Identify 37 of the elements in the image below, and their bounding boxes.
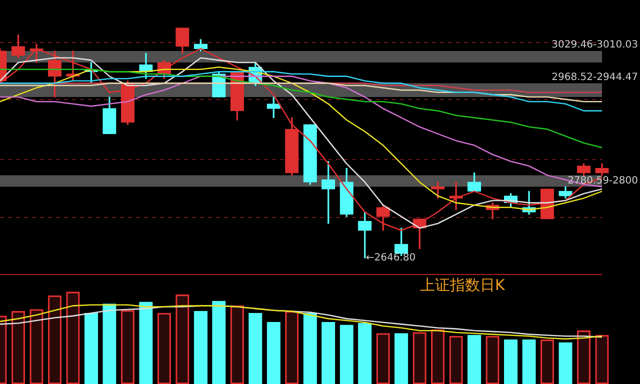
- bar: [340, 324, 354, 384]
- bar: [120, 310, 135, 384]
- bar: [394, 333, 408, 384]
- bar: [504, 340, 518, 384]
- bar: [102, 304, 116, 384]
- bar: [449, 336, 463, 384]
- bar: [230, 305, 244, 384]
- bar: [194, 310, 208, 384]
- bar: [285, 310, 299, 384]
- bar: [212, 300, 226, 384]
- bar: [376, 333, 390, 384]
- bar: [48, 295, 62, 384]
- bar: [248, 312, 262, 384]
- bar: [486, 336, 500, 384]
- bar: [139, 302, 153, 384]
- annotation: ←2646.80: [366, 252, 416, 264]
- band-label: 2968.52-2944.47: [552, 72, 638, 83]
- bar: [358, 322, 372, 384]
- band-label: 3029.46-3010.03: [552, 40, 638, 51]
- bar: [266, 322, 280, 384]
- bar: [176, 294, 190, 384]
- bar: [540, 340, 554, 384]
- chart-title: 上证指数日K: [420, 276, 505, 294]
- bar: [595, 334, 609, 384]
- bar: [66, 292, 80, 384]
- bar: [558, 342, 572, 384]
- bar: [303, 312, 317, 384]
- bar: [157, 312, 172, 384]
- bar: [576, 330, 591, 384]
- bar: [30, 309, 44, 384]
- bar: [412, 332, 426, 384]
- bar: [430, 329, 445, 384]
- bar: [84, 312, 98, 384]
- bar: [11, 310, 26, 384]
- bar: [467, 334, 482, 384]
- bar: [322, 322, 336, 384]
- bar: [522, 340, 536, 384]
